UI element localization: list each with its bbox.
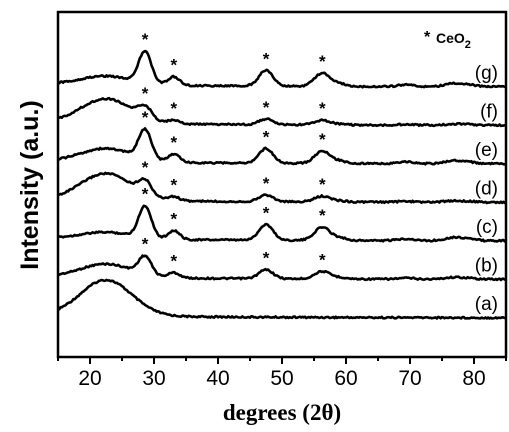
curve-label: (g) (475, 63, 498, 84)
peak-star-marker: * (319, 206, 326, 225)
xrd-curve (58, 204, 507, 243)
x-ticks-group: 20 30 40 50 60 70 80 (57, 357, 507, 390)
peak-star-marker: * (170, 99, 177, 118)
legend-star: * (424, 29, 431, 46)
curve-label: (e) (475, 140, 498, 161)
peak-star-marker: * (142, 84, 149, 103)
x-tick-label: 30 (142, 367, 165, 390)
x-tick-label: 70 (398, 367, 421, 390)
x-tick-label: 50 (270, 367, 293, 390)
x-tick-label: 60 (334, 367, 357, 390)
curve-label: (c) (476, 217, 498, 238)
curve-labels-group: (a) (b) (c) (d) (e) (f) (g) (475, 63, 498, 315)
curve-label: (f) (480, 101, 498, 122)
peak-star-marker: * (142, 235, 149, 254)
peak-star-marker: * (319, 175, 326, 194)
curve-label: (a) (475, 294, 498, 315)
peak-star-marker: * (263, 174, 270, 193)
peak-star-marker: * (263, 128, 270, 147)
x-tick-label: 80 (462, 367, 485, 390)
y-axis-label: Intensity (a.u.) (16, 100, 44, 269)
peak-star-marker: * (142, 30, 149, 49)
peak-star-marker: * (142, 108, 149, 127)
peak-markers-group: * * * * * * * * * * * * * * * * * * * * * * * * (142, 30, 326, 271)
plot-frame (56, 10, 508, 359)
peak-star-marker: * (263, 49, 270, 68)
peak-star-marker: * (170, 176, 177, 195)
peak-star-marker: * (319, 99, 326, 118)
legend-text: CeO2 (436, 30, 471, 51)
peak-star-marker: * (263, 98, 270, 117)
xrd-curve (57, 127, 507, 166)
peak-star-marker: * (319, 250, 326, 269)
legend: * CeO2 (424, 29, 471, 51)
curve-label: (b) (475, 255, 498, 276)
xrd-curve (57, 96, 507, 128)
x-tick-label: 20 (78, 367, 101, 390)
peak-star-marker: * (263, 203, 270, 222)
x-tick-label: 40 (206, 367, 229, 390)
curve-label: (d) (475, 178, 498, 199)
peak-star-marker: * (170, 133, 177, 152)
x-axis-label: degrees (2θ) (223, 400, 341, 425)
curves-group (57, 49, 507, 320)
peak-star-marker: * (142, 158, 149, 177)
xrd-curve (57, 278, 507, 320)
peak-star-marker: * (170, 210, 177, 229)
xrd-curve (57, 254, 507, 282)
peak-star-marker: * (319, 130, 326, 149)
xrd-curve (57, 49, 507, 89)
peak-star-marker: * (170, 56, 177, 75)
peak-star-marker: * (263, 249, 270, 268)
xrd-curve (57, 171, 507, 205)
peak-star-marker: * (319, 52, 326, 71)
peak-star-marker: * (142, 185, 149, 204)
peak-star-marker: * (170, 252, 177, 271)
